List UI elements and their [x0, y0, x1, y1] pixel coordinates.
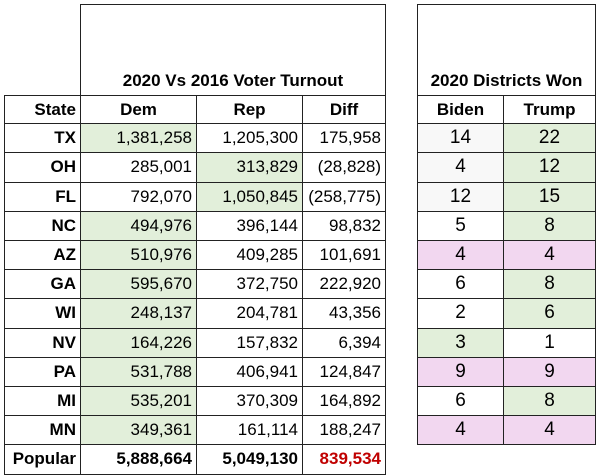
dem-cell: 164,226 [80, 328, 196, 358]
popular-diff: 839,534 [302, 445, 386, 475]
dem-cell: 595,670 [80, 270, 196, 300]
state-cell: TX [4, 124, 80, 154]
diff-cell: 222,920 [302, 270, 386, 300]
rep-cell: 161,114 [196, 416, 302, 446]
trump-districts-cell: 6 [503, 299, 596, 329]
dem-cell: 349,361 [80, 416, 196, 446]
state-cell: NV [4, 328, 80, 358]
dem-cell: 494,976 [80, 211, 196, 241]
diff-cell: 101,691 [302, 241, 386, 271]
trump-districts-cell: 8 [503, 270, 596, 300]
dem-header: Dem [80, 95, 196, 125]
state-header: State [4, 95, 80, 125]
popular-rep: 5,049,130 [196, 445, 302, 475]
dem-cell: 285,001 [80, 153, 196, 183]
turnout-title: 2020 Vs 2016 Voter Turnout [80, 4, 386, 95]
diff-cell: 175,958 [302, 124, 386, 154]
trump-districts-cell: 9 [503, 357, 596, 387]
rep-cell: 396,144 [196, 211, 302, 241]
biden-districts-cell: 14 [417, 124, 503, 154]
trump-districts-cell: 22 [503, 124, 596, 154]
rep-cell: 157,832 [196, 328, 302, 358]
biden-districts-cell: 6 [417, 387, 503, 417]
dem-cell: 531,788 [80, 357, 196, 387]
diff-cell: 6,394 [302, 328, 386, 358]
popular-label: Popular [4, 445, 80, 475]
trump-districts-cell: 8 [503, 211, 596, 241]
rep-header: Rep [196, 95, 302, 125]
biden-districts-cell: 4 [417, 241, 503, 271]
rep-cell: 1,050,845 [196, 182, 302, 212]
trump-districts-cell: 4 [503, 241, 596, 271]
dem-cell: 792,070 [80, 182, 196, 212]
trump-districts-cell: 4 [503, 416, 596, 446]
diff-cell: 188,247 [302, 416, 386, 446]
dem-cell: 510,976 [80, 241, 196, 271]
trump-districts-cell: 12 [503, 153, 596, 183]
diff-cell: 98,832 [302, 211, 386, 241]
trump-districts-cell: 8 [503, 387, 596, 417]
state-cell: MI [4, 387, 80, 417]
state-cell: GA [4, 270, 80, 300]
biden-districts-cell: 6 [417, 270, 503, 300]
popular-dem: 5,888,664 [80, 445, 196, 475]
state-cell: FL [4, 182, 80, 212]
diff-cell: (28,828) [302, 153, 386, 183]
rep-cell: 406,941 [196, 357, 302, 387]
diff-cell: 43,356 [302, 299, 386, 329]
trump-districts-cell: 1 [503, 328, 596, 358]
rep-cell: 313,829 [196, 153, 302, 183]
state-cell: NC [4, 211, 80, 241]
state-cell: AZ [4, 241, 80, 271]
trump-districts-cell: 15 [503, 182, 596, 212]
biden-districts-cell: 9 [417, 357, 503, 387]
state-cell: OH [4, 153, 80, 183]
biden-districts-cell: 12 [417, 182, 503, 212]
diff-cell: 164,892 [302, 387, 386, 417]
rep-cell: 372,750 [196, 270, 302, 300]
rep-cell: 1,205,300 [196, 124, 302, 154]
diff-cell: (258,775) [302, 182, 386, 212]
state-cell: WI [4, 299, 80, 329]
biden-districts-cell: 4 [417, 416, 503, 446]
biden-districts-cell: 3 [417, 328, 503, 358]
state-cell: PA [4, 357, 80, 387]
rep-cell: 370,309 [196, 387, 302, 417]
diff-cell: 124,847 [302, 357, 386, 387]
rep-cell: 409,285 [196, 241, 302, 271]
biden-districts-cell: 5 [417, 211, 503, 241]
dem-cell: 535,201 [80, 387, 196, 417]
trump-header: Trump [503, 95, 596, 125]
districts-title: 2020 Districts Won [417, 4, 596, 95]
biden-districts-cell: 2 [417, 299, 503, 329]
dem-cell: 248,137 [80, 299, 196, 329]
biden-districts-cell: 4 [417, 153, 503, 183]
dem-cell: 1,381,258 [80, 124, 196, 154]
diff-header: Diff [302, 95, 386, 125]
biden-header: Biden [417, 95, 503, 125]
state-cell: MN [4, 416, 80, 446]
rep-cell: 204,781 [196, 299, 302, 329]
